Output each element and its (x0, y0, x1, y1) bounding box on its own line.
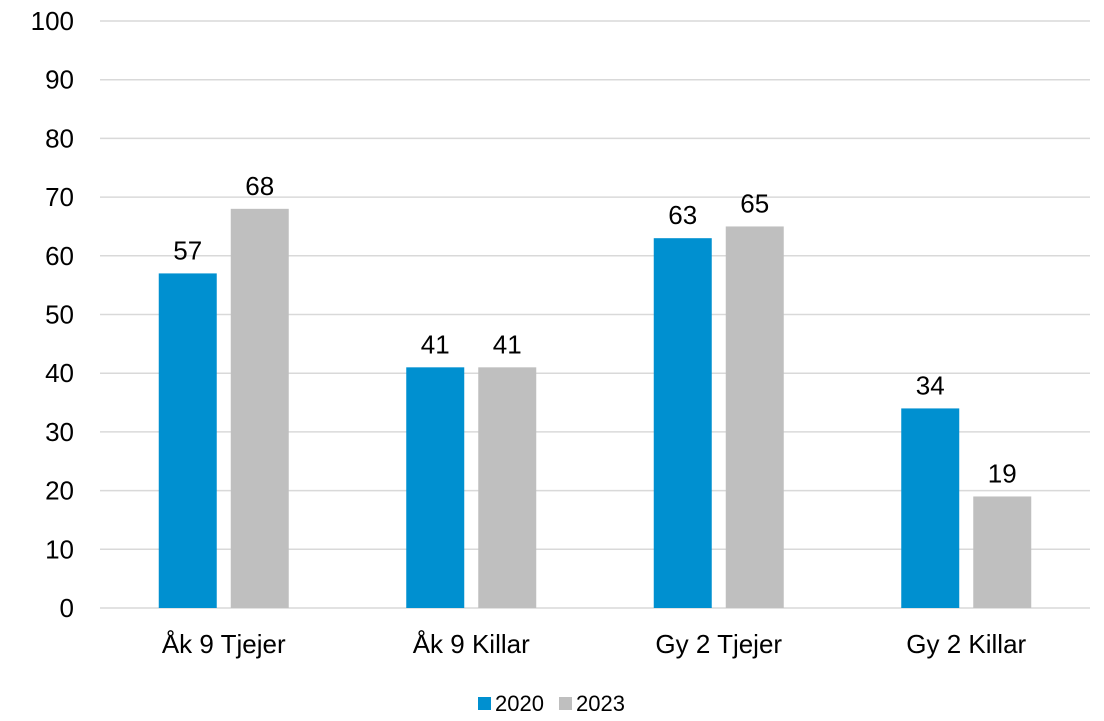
category-label: Gy 2 Tjejer (655, 629, 782, 659)
y-tick-label: 40 (45, 358, 74, 388)
legend-label: 2020 (495, 691, 544, 716)
y-tick-label: 30 (45, 417, 74, 447)
data-label: 65 (740, 188, 769, 218)
legend-swatch (478, 697, 491, 710)
legend-label: 2023 (576, 691, 625, 716)
legend: 2020 2023 (478, 691, 625, 716)
bars (158, 208, 1032, 608)
y-axis-ticks: 0 10 20 30 40 50 60 70 80 90 100 (31, 6, 74, 623)
data-label: 41 (493, 329, 522, 359)
y-tick-label: 90 (45, 65, 74, 95)
data-label: 63 (668, 200, 697, 230)
bar-2023 (478, 367, 537, 608)
y-tick-label: 70 (45, 182, 74, 212)
y-tick-label: 80 (45, 123, 74, 153)
bar-2020 (901, 408, 960, 608)
data-label: 68 (245, 171, 274, 201)
category-label: Åk 9 Tjejer (162, 629, 286, 659)
x-axis-categories: Åk 9 Tjejer Åk 9 Killar Gy 2 Tjejer Gy 2 Ki… (162, 629, 1027, 659)
data-label: 41 (421, 329, 450, 359)
y-tick-label: 60 (45, 241, 74, 271)
bar-2023 (973, 496, 1032, 608)
bar-2023 (725, 226, 784, 608)
y-tick-label: 50 (45, 300, 74, 330)
data-labels: 57 68 41 41 63 65 34 19 (173, 171, 1016, 489)
y-tick-label: 100 (31, 6, 74, 36)
bar-2020 (158, 273, 217, 608)
category-label: Åk 9 Killar (413, 629, 530, 659)
y-tick-label: 20 (45, 476, 74, 506)
bar-2020 (406, 367, 465, 608)
y-tick-label: 10 (45, 534, 74, 564)
y-tick-label: 0 (60, 593, 74, 623)
data-label: 19 (988, 458, 1017, 488)
data-label: 34 (916, 370, 945, 400)
data-label: 57 (173, 235, 202, 265)
legend-swatch (559, 697, 572, 710)
category-label: Gy 2 Killar (906, 629, 1026, 659)
bar-2020 (653, 238, 712, 608)
bar-2023 (230, 208, 289, 608)
